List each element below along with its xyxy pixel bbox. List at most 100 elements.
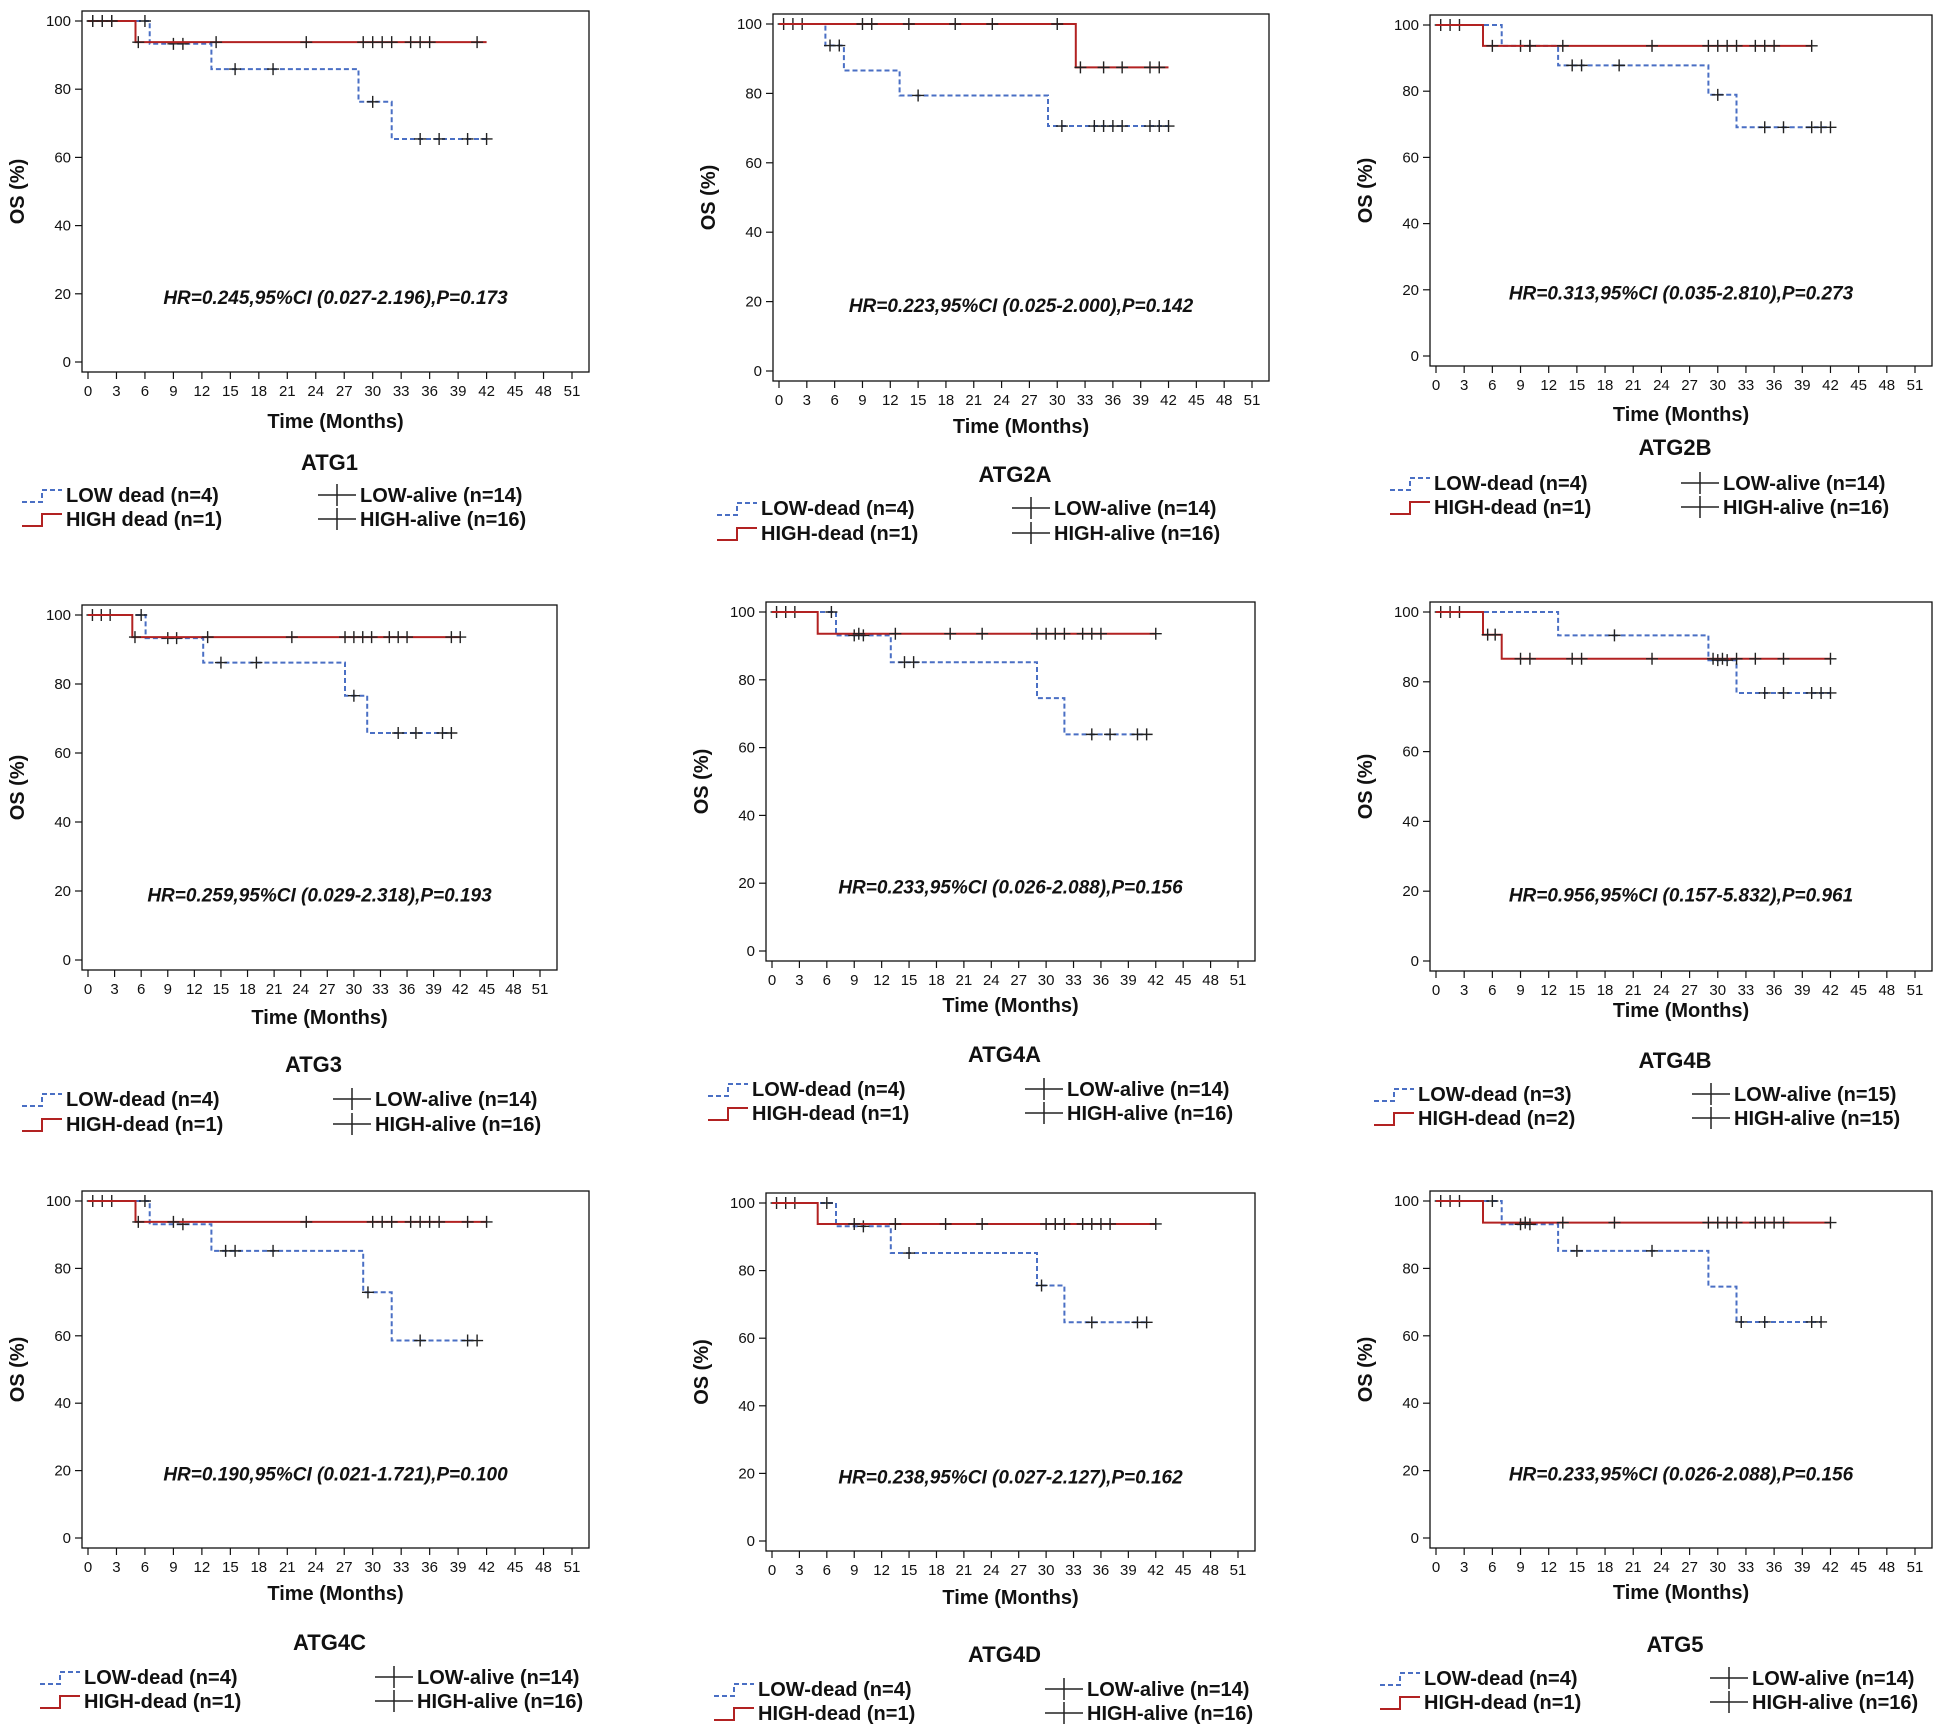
low-censor-mark: [1758, 686, 1771, 699]
high-censor-mark: [385, 36, 398, 49]
x-tick-label: 9: [169, 383, 177, 400]
x-tick-label: 27: [336, 1559, 353, 1576]
y-tick-label: 20: [54, 883, 71, 900]
y-tick-label: 20: [738, 875, 755, 892]
high-censor-mark: [401, 631, 414, 644]
legend-high-dead: HIGH-dead (n=2): [1418, 1108, 1575, 1130]
hr-annotation: HR=0.238,95%CI (0.027-2.127),P=0.162: [838, 1468, 1183, 1489]
low-censor-mark: [1824, 686, 1837, 699]
x-tick-label: 39: [450, 1559, 467, 1576]
x-tick-label: 36: [1766, 982, 1783, 999]
high-censor-mark: [852, 627, 865, 640]
low-censor-mark: [1035, 1279, 1048, 1292]
y-tick-label: 100: [730, 604, 755, 621]
legend-high-dead: HIGH dead (n=1): [66, 509, 222, 531]
high-censor-mark: [949, 18, 962, 30]
y-tick-label: 80: [1402, 674, 1419, 691]
legend-low-alive-symbol: [1710, 1667, 1748, 1689]
x-axis-label: Time (Months): [1613, 404, 1749, 426]
plot-frame: [765, 601, 1256, 962]
high-censor-mark: [1646, 652, 1659, 665]
x-tick-label: 51: [564, 383, 581, 400]
high-censor-mark: [902, 18, 915, 30]
y-tick-label: 60: [1402, 744, 1419, 761]
legend-low-dead: LOW-dead (n=4): [84, 1667, 238, 1689]
x-tick-label: 18: [928, 972, 945, 989]
legend-high-dead-symbol: [1380, 1696, 1420, 1710]
x-tick-label: 30: [1709, 1559, 1726, 1576]
x-tick-label: 30: [364, 1559, 381, 1576]
x-tick-label: 18: [250, 1559, 267, 1576]
low-survival-curve: [1436, 24, 1831, 129]
x-tick-label: 48: [505, 981, 522, 998]
legend-low-alive-symbol: [333, 1088, 371, 1110]
x-tick-label: 51: [1230, 972, 1247, 989]
x-tick-label: 42: [478, 383, 495, 400]
y-tick-label: 100: [46, 1193, 71, 1210]
x-tick-label: 6: [830, 392, 838, 409]
x-tick-label: 48: [1202, 972, 1219, 989]
low-censor-mark: [445, 726, 458, 739]
high-censor-mark: [1104, 1217, 1117, 1230]
legend-low-alive: LOW-alive (n=14): [1054, 498, 1216, 520]
hr-annotation: HR=0.313,95%CI (0.035-2.810),P=0.273: [1509, 284, 1854, 305]
low-censor-mark: [392, 726, 405, 739]
legend-high-dead-symbol: [22, 1118, 62, 1132]
x-tick-label: 0: [84, 1559, 92, 1576]
legend-low-dead-symbol: [714, 1683, 754, 1697]
high-censor-mark: [1489, 628, 1502, 641]
legend-high-dead: HIGH-dead (n=1): [758, 1703, 915, 1725]
x-tick-label: 51: [1230, 1562, 1247, 1579]
x-tick-label: 3: [1460, 1559, 1468, 1576]
y-axis-label: OS (%): [7, 755, 29, 821]
low-censor-mark: [170, 632, 183, 645]
x-tick-label: 33: [1738, 377, 1755, 394]
legend-high-dead-symbol: [1390, 501, 1430, 515]
hr-annotation: HR=0.245,95%CI (0.027-2.196),P=0.173: [163, 288, 508, 309]
low-censor-mark: [1777, 121, 1790, 134]
x-tick-label: 30: [346, 981, 363, 998]
y-tick-label: 100: [1394, 604, 1419, 621]
low-censor-mark: [229, 1244, 242, 1257]
low-censor-mark: [1085, 728, 1098, 741]
low-censor-mark: [366, 95, 379, 108]
y-tick-label: 20: [1402, 1463, 1419, 1480]
low-censor-mark: [1162, 120, 1175, 133]
x-tick-label: 36: [399, 981, 416, 998]
legend-low-alive: LOW-alive (n=15): [1734, 1084, 1896, 1106]
legend-low-dead: LOW-dead (n=4): [1424, 1668, 1578, 1690]
x-tick-label: 0: [1432, 1559, 1440, 1576]
low-survival-curve: [779, 23, 1169, 127]
y-tick-label: 20: [1402, 883, 1419, 900]
low-censor-mark: [461, 132, 474, 145]
x-tick-label: 9: [850, 1562, 858, 1579]
legend-low-alive: LOW-alive (n=14): [1723, 473, 1885, 495]
legend-high-dead-symbol: [1374, 1112, 1414, 1126]
x-tick-label: 15: [901, 1562, 918, 1579]
high-censor-mark: [848, 1217, 861, 1230]
low-censor-mark: [1777, 686, 1790, 699]
high-censor-mark: [1608, 1216, 1621, 1229]
low-censor-mark: [1575, 59, 1588, 72]
x-tick-label: 0: [84, 383, 92, 400]
low-survival-curve: [88, 614, 452, 734]
legend-low-dead: LOW-dead (n=4): [761, 498, 915, 520]
hr-annotation: HR=0.190,95%CI (0.021-1.721),P=0.100: [163, 1465, 508, 1486]
legend-low-dead: LOW-dead (n=4): [752, 1079, 906, 1101]
legend-low-alive-symbol: [1045, 1678, 1083, 1700]
x-tick-label: 6: [141, 383, 149, 400]
x-tick-label: 45: [1175, 1562, 1192, 1579]
x-tick-label: 0: [1432, 982, 1440, 999]
x-tick-label: 33: [1077, 392, 1094, 409]
panel-title: ATG2A: [979, 462, 1052, 487]
hr-annotation: HR=0.223,95%CI (0.025-2.000),P=0.142: [849, 296, 1194, 317]
legend-high-alive: HIGH-alive (n=16): [1054, 523, 1220, 545]
x-tick-label: 36: [1093, 1562, 1110, 1579]
x-tick-label: 12: [1540, 377, 1557, 394]
high-censor-mark: [986, 18, 999, 30]
x-tick-label: 48: [1878, 377, 1895, 394]
y-tick-label: 60: [54, 1328, 71, 1345]
x-tick-label: 18: [928, 1562, 945, 1579]
x-tick-label: 6: [823, 1562, 831, 1579]
